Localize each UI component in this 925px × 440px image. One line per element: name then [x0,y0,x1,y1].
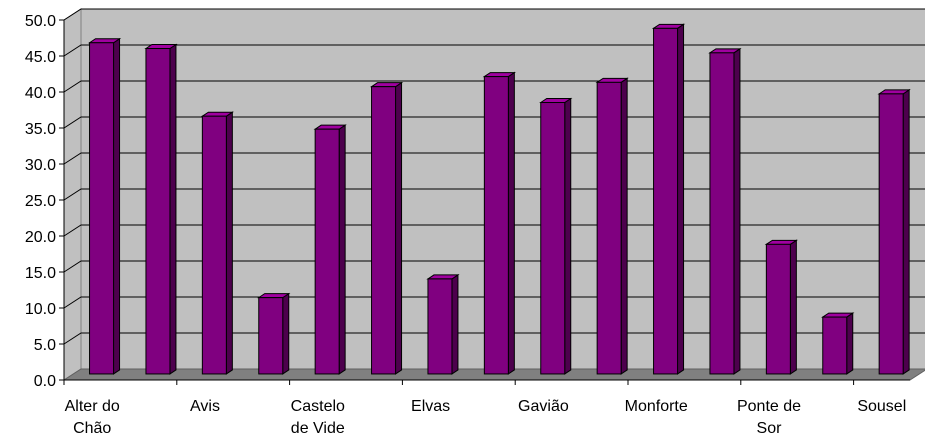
bar-front [765,243,791,375]
y-tick-label: 5.0 [34,337,56,354]
bar-side [564,97,572,375]
bar-front [653,27,679,375]
bar [651,23,686,375]
bar [595,77,629,375]
bar [821,312,855,375]
y-tick-label: 30.0 [25,157,56,174]
gridline [63,296,925,309]
y-tick-label: 45.0 [25,49,56,66]
gridline [63,44,925,57]
bar [257,292,291,375]
bar-top [539,98,573,104]
bar-side [507,71,515,375]
bar-top [200,111,235,117]
bar [764,239,799,375]
bar-front [540,102,566,375]
bar [708,47,742,375]
bar [426,273,460,375]
bar-front [371,86,397,375]
y-tick-label: 15.0 [25,265,56,282]
gridline [63,116,925,129]
bar-side [113,37,121,375]
gridline [63,8,925,21]
gridline [63,152,925,165]
bar-top [87,38,122,44]
bar-top [313,124,347,130]
bar [313,124,347,375]
bar-top [821,312,855,318]
bars [87,23,911,375]
bar-side [846,312,854,375]
bar-side [677,23,685,375]
y-tick-label: 0.0 [34,373,56,390]
bar-side [620,77,628,375]
bar-side [225,111,233,375]
bar-side [733,47,741,375]
y-axis: 0.0 5.0 10.0 15.0 20.0 25.0 30.0 35.0 40.0 45.0 50… [25,13,65,390]
bar [539,97,573,375]
bar-top [595,77,629,83]
bar-front [822,316,848,375]
bar-front [89,42,115,375]
x-axis: Alter do Chão Avis Castelo de Vide Elvas Gaviã… [63,379,910,437]
bar-top [764,239,799,245]
bar-top [651,23,686,29]
y-tick-label: 35.0 [25,121,56,138]
bar-front [878,93,904,375]
bar-side [395,81,403,375]
x-tick-label: Sousel [857,398,906,415]
bar-side [902,88,910,375]
x-tick-label: Gavião [518,398,569,415]
gridline [63,188,925,201]
bar-front [596,81,622,375]
gridline [63,224,925,237]
gridline [63,260,925,273]
bar-front [314,128,340,375]
y-tick-label: 50.0 [25,13,56,30]
y-tick-label: 40.0 [25,85,56,102]
bar-top [144,44,178,50]
bar [369,81,404,375]
x-tick-label: Castelo de Vide [291,398,345,437]
bar-front [201,115,227,375]
bar-side [451,273,459,375]
bar-top [877,89,911,95]
gridline [63,80,925,93]
bar-top [482,72,517,78]
x-tick-label: Elvas [411,398,450,415]
x-tick-label: Monforte [625,398,688,415]
bar-side [789,239,797,375]
bar [87,37,122,375]
bar [144,43,178,375]
x-tick-label: Avis [190,398,220,415]
bar-front [427,278,453,375]
bar-front [709,52,735,375]
bar-top [708,48,742,54]
x-tick-label: Alter do Chão [65,398,120,437]
bar-side [338,124,346,375]
bar-front [145,48,171,375]
bar-side [169,43,177,375]
bar-top [257,293,291,299]
bar [482,71,517,375]
bar-front [483,76,509,375]
y-tick-label: 20.0 [25,229,56,246]
y-tick-label: 25.0 [25,193,56,210]
y-tick-label: 10.0 [25,301,56,318]
bar-top [426,274,460,280]
bar [200,111,235,375]
bar-top [369,82,404,88]
gridline [63,332,925,345]
gridlines [63,8,925,345]
x-tick-label: Ponte de Sor [737,398,801,437]
bar [877,88,911,375]
bar-front [258,297,284,375]
bar-side [282,292,290,375]
